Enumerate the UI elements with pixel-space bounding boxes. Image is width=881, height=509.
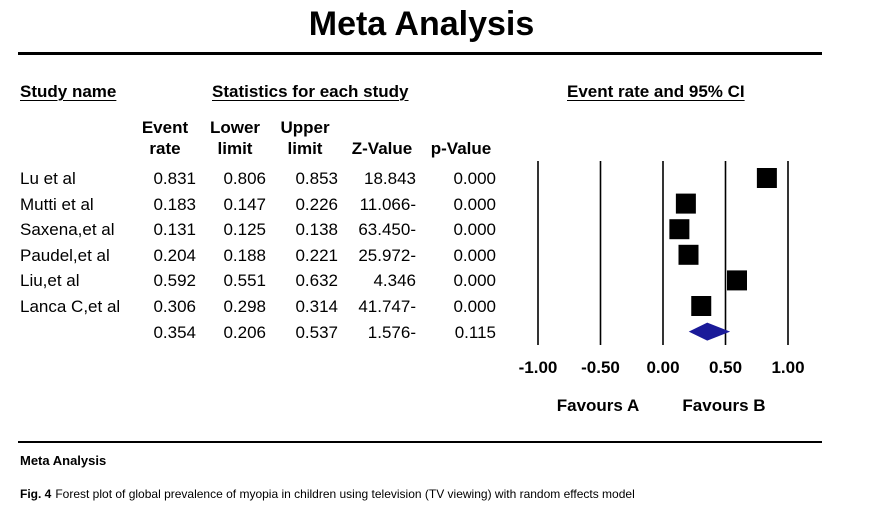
row-lower-limit: 0.125 [223,220,266,240]
row-upper-limit: 0.314 [295,297,338,316]
chart-title: Meta Analysis [308,5,535,43]
study-marker [756,168,777,188]
col-header-z-value: Z-Value [351,139,413,158]
x-tick-label: 0.50 [709,358,742,377]
col-header-upper-limit: Upper limit [274,117,336,159]
col-header-upper-limit-line1: Upper [280,118,330,137]
row-lower-limit: 0.806 [223,169,266,188]
row-upper-limit: 0.221 [295,245,338,265]
row-event-rate: 0.306 [153,297,196,316]
row-study-name: Mutti et al [20,194,94,214]
x-tick-label: -1.00 [519,358,558,377]
row-study-name: Liu,et al [20,271,80,291]
caption-text: Forest plot of global prevalence of myop… [55,487,635,501]
row-z-value: 41.747- [358,297,416,316]
pooled-lower-limit: 0.206 [223,322,266,342]
header-plot: Event rate and 95% CI [567,82,745,101]
row-event-rate: 0.592 [153,271,196,291]
col-header-lower-limit: Lower limit [204,117,266,159]
row-event-rate: 0.131 [153,220,196,240]
col-header-lower-limit-line2: limit [217,139,253,158]
caption-label: Fig. 4 [20,487,52,501]
header-statistics: Statistics for each study [212,82,409,101]
row-p-value: 0.000 [453,271,496,291]
study-marker [691,296,712,316]
row-p-value: 0.000 [453,194,496,214]
favours-b-label: Favours B [682,396,765,415]
row-upper-limit: 0.853 [295,169,338,188]
footer-label: Meta Analysis [20,453,107,468]
row-lower-limit: 0.298 [223,297,266,316]
pooled-z-value: 1.576- [367,322,416,342]
col-header-upper-limit-line2: limit [287,139,323,158]
col-header-event-rate: Event rate [134,117,196,159]
col-header-event-rate-line2: rate [149,139,181,158]
study-marker [669,219,690,240]
forest-plot: -1.00 -0.50 0.00 0.50 1.00 Favours A Favours B [519,161,805,415]
x-tick-label: 1.00 [771,358,804,377]
top-rule [18,52,822,55]
pooled-p-value: 0.115 [454,322,496,342]
x-tick-label: 0.00 [646,358,679,377]
row-z-value: 25.972- [358,245,416,265]
row-upper-limit: 0.632 [295,271,338,291]
row-z-value: 18.843 [364,169,416,188]
row-lower-limit: 0.188 [223,245,266,265]
row-lower-limit: 0.551 [223,271,266,291]
pooled-event-rate: 0.354 [153,322,196,342]
row-study-name: Saxena,et al [20,220,115,240]
bottom-rule [18,441,822,443]
pooled-upper-limit: 0.537 [295,322,338,342]
col-header-lower-limit-line1: Lower [209,118,261,137]
study-marker [675,193,696,214]
row-study-name: Lanca C,et al [20,297,121,316]
pooled-diamond [688,322,731,341]
row-upper-limit: 0.226 [295,194,338,214]
row-z-value: 11.066- [359,194,416,214]
favours-a-label: Favours A [557,396,640,415]
study-marker [727,270,747,291]
header-study-name: Study name [20,82,117,101]
col-header-p-value: p-Value [430,139,492,158]
row-p-value: 0.000 [453,245,496,265]
row-z-value: 4.346 [373,271,416,291]
row-study-name: Paudel,et al [20,245,110,265]
row-study-name: Lu et al [20,169,76,188]
row-z-value: 63.450- [358,220,416,240]
row-p-value: 0.000 [453,220,496,240]
col-header-event-rate-line1: Event [141,118,189,137]
row-event-rate: 0.831 [153,169,196,188]
row-p-value: 0.000 [453,297,496,316]
study-marker [678,244,699,265]
row-lower-limit: 0.147 [223,194,266,214]
row-p-value: 0.000 [453,169,496,188]
figure-caption: Fig. 4 Forest plot of global prevalence o… [20,487,635,501]
x-tick-label: -0.50 [581,358,620,377]
row-event-rate: 0.204 [153,245,196,265]
row-event-rate: 0.183 [153,194,196,214]
row-upper-limit: 0.138 [295,220,338,240]
